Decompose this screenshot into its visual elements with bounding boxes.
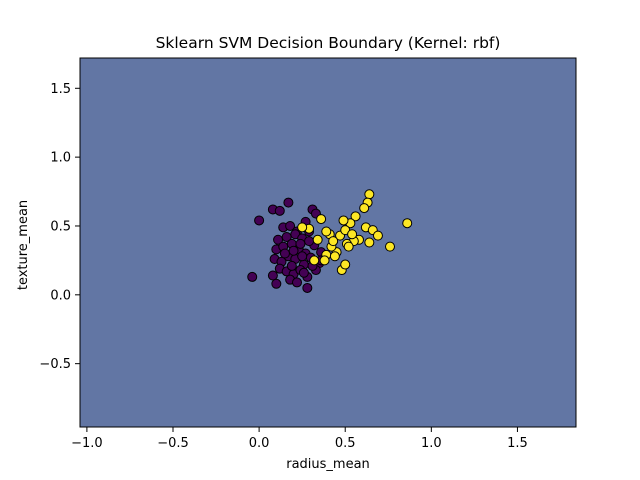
data-point-class-1 <box>312 234 323 245</box>
data-point-class-0 <box>283 197 294 208</box>
x-tick-label: 0.5 <box>335 436 356 451</box>
x-axis-ticks: −1.0 −0.5 0.0 0.5 1.0 1.5 <box>71 427 528 451</box>
data-point-class-0 <box>298 267 309 278</box>
data-point-class-1 <box>309 255 320 266</box>
y-tick-label: 0.5 <box>50 219 71 234</box>
x-tick-label: −1.0 <box>71 436 103 451</box>
data-point-class-0 <box>254 215 265 226</box>
data-point-class-1 <box>316 214 327 225</box>
data-point-class-1 <box>359 203 370 214</box>
data-point-class-1 <box>364 189 375 200</box>
data-point-class-1 <box>321 226 332 237</box>
x-tick-label: 0.0 <box>249 436 270 451</box>
data-point-class-0 <box>285 220 296 231</box>
data-point-class-1 <box>347 229 358 240</box>
data-point-class-1 <box>343 241 354 252</box>
decision-region <box>80 58 576 427</box>
data-point-class-1 <box>338 215 349 226</box>
x-tick-label: 1.0 <box>421 436 442 451</box>
data-point-class-1 <box>297 222 308 233</box>
data-point-class-1 <box>350 211 361 222</box>
x-axis-label: radius_mean <box>286 457 370 472</box>
y-tick-label: 1.0 <box>50 151 71 166</box>
data-point-class-0 <box>247 271 258 282</box>
data-point-class-0 <box>288 245 299 256</box>
data-point-class-0 <box>274 205 285 216</box>
y-tick-label: 1.5 <box>50 82 71 97</box>
data-point-class-0 <box>295 238 306 249</box>
data-point-class-1 <box>340 259 351 270</box>
plot-frame <box>79 57 577 428</box>
data-point-class-0 <box>302 282 313 293</box>
y-tick-label: 0.0 <box>50 288 71 303</box>
x-tick-label: −0.5 <box>157 436 189 451</box>
data-point-class-1 <box>372 230 383 241</box>
data-point-class-1 <box>329 251 340 262</box>
y-tick-label: −0.5 <box>39 357 71 372</box>
data-point-class-1 <box>402 218 413 229</box>
data-point-class-0 <box>279 248 290 259</box>
data-point-class-0 <box>297 251 308 262</box>
data-point-class-0 <box>267 270 278 281</box>
data-point-class-0 <box>304 236 315 247</box>
y-axis-ticks: −0.5 0.0 0.5 1.0 1.5 <box>39 82 80 372</box>
data-point-class-0 <box>292 277 302 288</box>
y-axis-label: texture_mean <box>16 200 31 290</box>
data-point-class-1 <box>364 237 375 248</box>
x-tick-label: 1.5 <box>507 436 528 451</box>
data-point-class-1 <box>319 255 330 266</box>
data-point-class-1 <box>328 236 339 247</box>
data-point-class-0 <box>286 260 297 271</box>
chart-title: Sklearn SVM Decision Boundary (Kernel: r… <box>156 34 501 52</box>
data-point-class-1 <box>385 241 395 252</box>
data-point-class-0 <box>271 278 282 289</box>
plot-area <box>79 57 577 428</box>
